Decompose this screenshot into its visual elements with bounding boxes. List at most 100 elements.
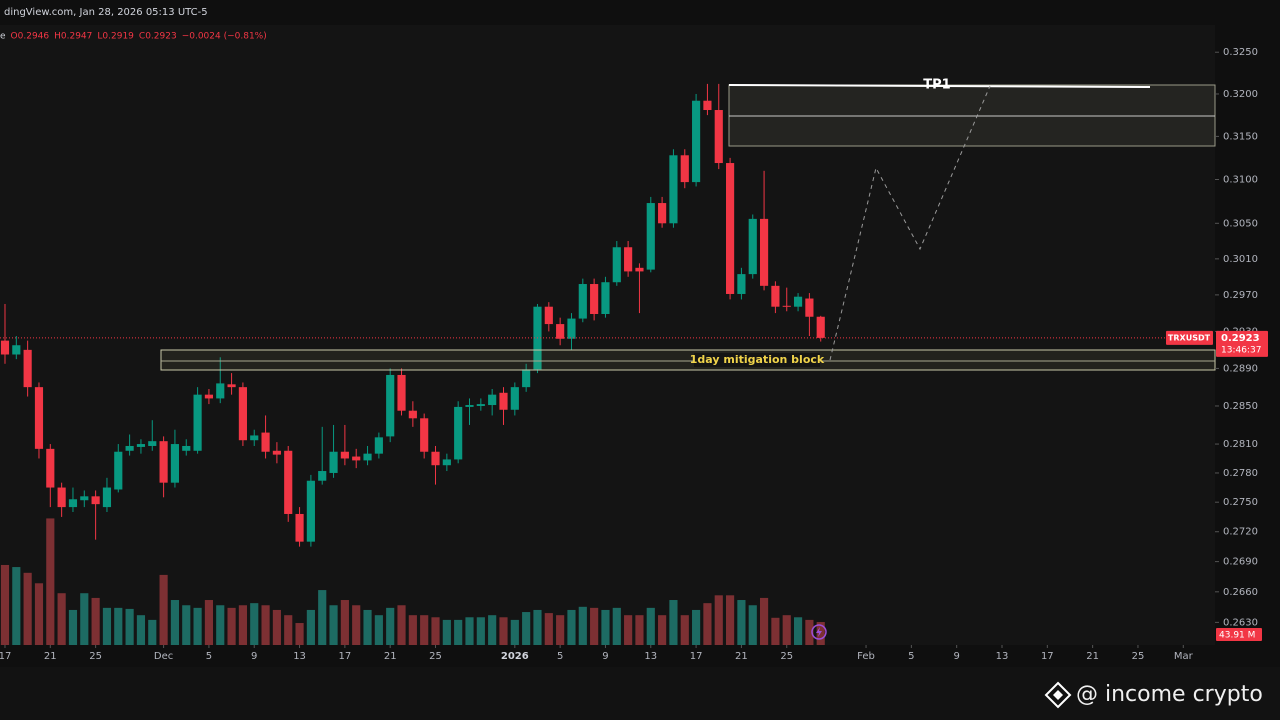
legend-item: O0.2946 [11, 32, 50, 42]
volume-bar [284, 615, 293, 645]
x-tick-label: 21 [1086, 651, 1099, 662]
volume-bar [680, 615, 689, 645]
x-tick-label: 13 [644, 651, 657, 662]
volume-bar [340, 600, 349, 645]
y-tick-label: 0.2850 [1223, 401, 1258, 412]
candle-body [295, 513, 304, 542]
volume-label: 43.91 M [1219, 631, 1255, 641]
legend-item: H0.2947 [54, 32, 92, 42]
volume-bar [148, 619, 157, 645]
volume-bar [635, 615, 644, 645]
volume-bar [612, 607, 621, 645]
y-tick-label: 0.3100 [1223, 174, 1258, 185]
volume-bar [658, 615, 667, 645]
candle-body [0, 340, 10, 355]
candle-body [261, 432, 270, 452]
volume-bar [114, 607, 123, 645]
candle-body [91, 496, 100, 505]
volume-bar [363, 609, 372, 645]
candle-body [612, 247, 621, 283]
legend-item: −0.0024 (−0.81%) [182, 32, 267, 42]
volume-bar [759, 597, 769, 645]
y-tick-label: 0.3010 [1223, 254, 1258, 265]
candle-body [170, 444, 180, 483]
volume-bar [771, 617, 780, 645]
symbol-badge [1166, 330, 1213, 345]
candle-body [805, 298, 814, 317]
candle-body [499, 392, 508, 410]
price-label: 0.2923 [1221, 333, 1260, 344]
volume-bar [454, 619, 463, 645]
volume-bar [816, 622, 825, 645]
y-tick-label: 0.2780 [1223, 468, 1258, 479]
x-tick-label: 17 [1041, 651, 1054, 662]
volume-bar [510, 619, 519, 645]
y-tick-label: 0.3250 [1223, 47, 1258, 58]
candle-body [148, 441, 157, 446]
volume-bar [125, 608, 134, 645]
candle-body [522, 369, 531, 388]
x-tick-label: 9 [251, 651, 257, 662]
candle-body [34, 387, 44, 449]
mitigation-label: 1day mitigation block [690, 353, 825, 366]
x-tick-label: Mar [1174, 651, 1194, 662]
volume-bar [556, 615, 565, 645]
volume-bar [204, 600, 213, 645]
mitigation-label-bg [694, 353, 820, 367]
volume-bar [476, 617, 485, 645]
candle-body [238, 387, 247, 441]
tp-label: TP1 [923, 78, 950, 93]
candle-body [12, 345, 21, 355]
volume-bar [68, 609, 78, 645]
candle-body [793, 296, 803, 307]
candle-body [465, 405, 474, 407]
x-tick-label: 17 [339, 651, 352, 662]
alert-icon [811, 624, 827, 640]
volume-bar [726, 595, 735, 645]
legend-item: L0.2919 [97, 32, 134, 42]
volume-bar [57, 593, 66, 645]
volume-bar [737, 600, 746, 645]
volume-bar [170, 600, 180, 645]
candle-body [442, 459, 451, 466]
volume-bar [295, 623, 304, 645]
legend-item: e [0, 32, 6, 42]
candle-body [46, 448, 55, 488]
candle-body [329, 451, 338, 473]
candle-body [374, 437, 383, 454]
candle-body [386, 374, 395, 437]
x-tick-label: 25 [89, 651, 102, 662]
y-tick-label: 0.3200 [1223, 89, 1258, 100]
y-tick-label: 0.2660 [1223, 587, 1258, 598]
volume-bar [544, 613, 553, 645]
volume-bar [386, 607, 395, 645]
volume-bar [23, 572, 32, 645]
volume-bar [318, 590, 327, 645]
tp-line [728, 84, 1151, 88]
volume-bar [352, 605, 361, 645]
volume-bar [12, 567, 21, 645]
candle-body [624, 247, 633, 272]
candle-body [204, 394, 213, 399]
candle-body [556, 324, 565, 339]
x-tick-label: Feb [857, 651, 875, 662]
x-tick-label: 13 [293, 651, 306, 662]
candle-body [601, 282, 610, 315]
watermark: @ income crypto [1076, 682, 1263, 707]
logo [1044, 681, 1072, 709]
x-tick-label: 9 [953, 651, 959, 662]
volume-bar [692, 609, 701, 645]
y-tick-label: 0.2630 [1223, 617, 1258, 628]
volume-bar [646, 607, 655, 645]
y-tick-label: 0.2890 [1223, 363, 1258, 374]
plot [0, 83, 825, 645]
projection-path [829, 85, 991, 361]
candle-body [567, 318, 576, 339]
candle-body [136, 444, 146, 447]
volume-bar [748, 605, 757, 645]
candle-body [250, 435, 259, 441]
candle-body [318, 471, 327, 481]
y-tick-label: 0.3050 [1223, 218, 1258, 229]
volume-bar [465, 617, 474, 645]
